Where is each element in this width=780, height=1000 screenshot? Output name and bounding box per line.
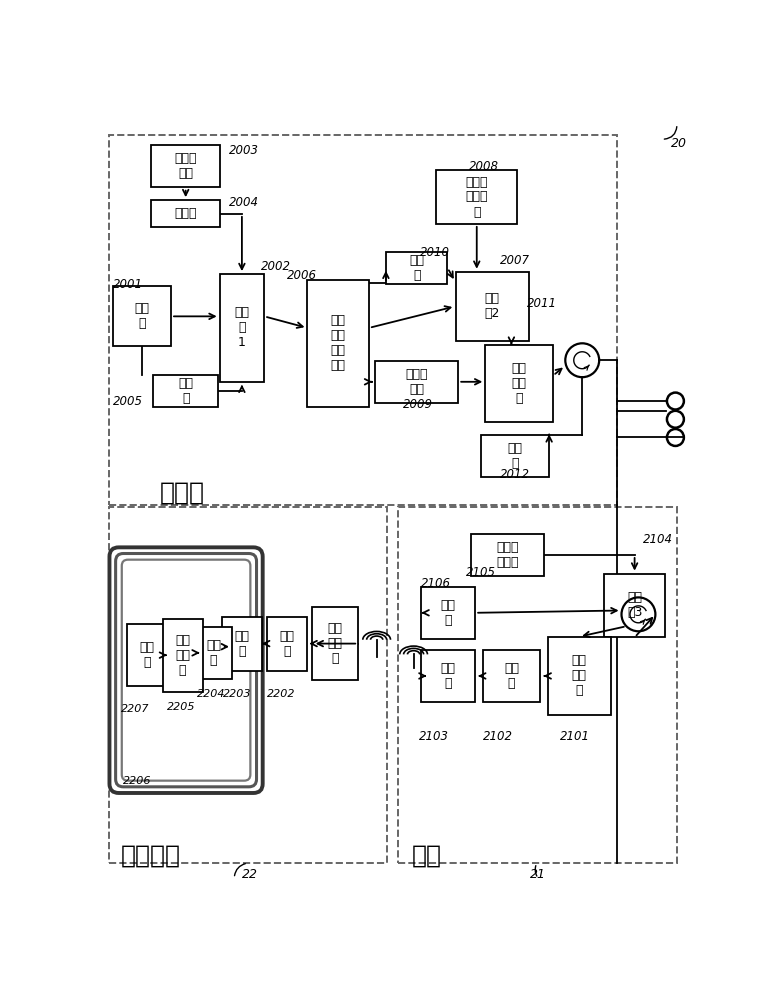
Bar bbox=[421, 587, 475, 639]
Text: 探测
器: 探测 器 bbox=[504, 662, 519, 690]
Text: 2001: 2001 bbox=[113, 278, 144, 291]
Text: 信号发
生器: 信号发 生器 bbox=[175, 152, 197, 180]
Text: 任意波
形发生
器: 任意波 形发生 器 bbox=[466, 176, 488, 219]
Text: 2007: 2007 bbox=[500, 254, 530, 267]
Text: 2010: 2010 bbox=[420, 246, 450, 259]
Text: 2206: 2206 bbox=[122, 776, 151, 786]
Bar bbox=[153, 375, 218, 407]
Text: 20: 20 bbox=[671, 137, 686, 150]
Text: 2207: 2207 bbox=[121, 704, 150, 714]
Text: 2203: 2203 bbox=[222, 689, 251, 699]
Bar bbox=[471, 534, 544, 576]
Bar bbox=[151, 145, 220, 187]
Text: 2105: 2105 bbox=[466, 566, 496, 579]
Bar bbox=[548, 637, 611, 715]
Text: 放大
器: 放大 器 bbox=[441, 662, 456, 690]
Text: 偏振控
制器: 偏振控 制器 bbox=[406, 368, 428, 396]
Bar bbox=[220, 274, 264, 382]
Bar bbox=[307, 280, 369, 407]
Bar bbox=[127, 624, 167, 686]
Text: 2103: 2103 bbox=[419, 730, 449, 742]
Text: 22: 22 bbox=[242, 868, 257, 881]
Bar bbox=[108, 135, 617, 505]
Text: 放大
器: 放大 器 bbox=[441, 599, 456, 627]
Text: 2003: 2003 bbox=[229, 144, 259, 157]
Text: 调制
器3: 调制 器3 bbox=[627, 591, 642, 619]
Text: 用户单元: 用户单元 bbox=[121, 843, 181, 867]
Text: 基站: 基站 bbox=[411, 843, 441, 867]
Text: 2205: 2205 bbox=[167, 702, 196, 712]
Text: 偏振
分束
器: 偏振 分束 器 bbox=[572, 654, 587, 697]
Bar bbox=[375, 361, 459, 403]
Bar bbox=[421, 650, 475, 702]
Bar bbox=[399, 507, 677, 863]
Text: 调制
器
1: 调制 器 1 bbox=[235, 306, 250, 349]
Text: 2204: 2204 bbox=[197, 689, 225, 699]
Text: 相移
器: 相移 器 bbox=[178, 377, 193, 405]
Text: 2002: 2002 bbox=[261, 260, 291, 273]
Text: 2008: 2008 bbox=[469, 160, 499, 173]
Bar bbox=[162, 619, 203, 692]
Text: 2011: 2011 bbox=[526, 297, 557, 310]
Bar bbox=[481, 435, 549, 477]
Bar bbox=[456, 272, 529, 341]
Text: 2202: 2202 bbox=[268, 689, 296, 699]
Bar bbox=[113, 286, 171, 346]
Text: 调制
器2: 调制 器2 bbox=[484, 292, 500, 320]
Text: 相移
器: 相移 器 bbox=[410, 254, 424, 282]
Text: 混频
器: 混频 器 bbox=[206, 639, 221, 667]
Text: 探测
器: 探测 器 bbox=[508, 442, 523, 470]
Text: 功分
器: 功分 器 bbox=[235, 630, 250, 658]
Bar bbox=[151, 200, 220, 227]
Bar bbox=[312, 607, 358, 680]
Text: 2102: 2102 bbox=[483, 730, 513, 742]
Text: 2106: 2106 bbox=[421, 577, 452, 590]
Bar bbox=[436, 170, 517, 224]
Text: 中心站: 中心站 bbox=[159, 481, 204, 505]
Text: 低通
滤波
器: 低通 滤波 器 bbox=[175, 634, 190, 677]
Bar bbox=[386, 252, 448, 284]
Text: 2101: 2101 bbox=[560, 730, 590, 742]
Bar bbox=[195, 627, 232, 679]
Text: 激光
器: 激光 器 bbox=[134, 302, 149, 330]
Text: 2005: 2005 bbox=[113, 395, 144, 408]
Text: 2012: 2012 bbox=[500, 468, 530, 481]
Text: 上行射
频信号: 上行射 频信号 bbox=[496, 541, 519, 569]
Text: 2104: 2104 bbox=[643, 533, 673, 546]
Bar bbox=[485, 345, 553, 422]
Bar bbox=[222, 617, 262, 671]
Text: 放大
器: 放大 器 bbox=[280, 630, 295, 658]
Text: 偏振
合束
器: 偏振 合束 器 bbox=[512, 362, 526, 405]
Text: 2006: 2006 bbox=[287, 269, 317, 282]
Text: 倍频器: 倍频器 bbox=[175, 207, 197, 220]
Bar bbox=[268, 617, 307, 671]
Bar bbox=[604, 574, 665, 637]
Text: 光交
叉波
分复
用器: 光交 叉波 分复 用器 bbox=[331, 314, 346, 372]
Bar bbox=[483, 650, 541, 702]
Text: 误码
仪: 误码 仪 bbox=[140, 641, 154, 669]
Text: 21: 21 bbox=[530, 868, 546, 881]
Text: 2004: 2004 bbox=[229, 196, 259, 209]
Text: 带通
滤波
器: 带通 滤波 器 bbox=[328, 622, 342, 665]
Text: 2009: 2009 bbox=[402, 398, 433, 411]
Bar bbox=[108, 507, 388, 863]
